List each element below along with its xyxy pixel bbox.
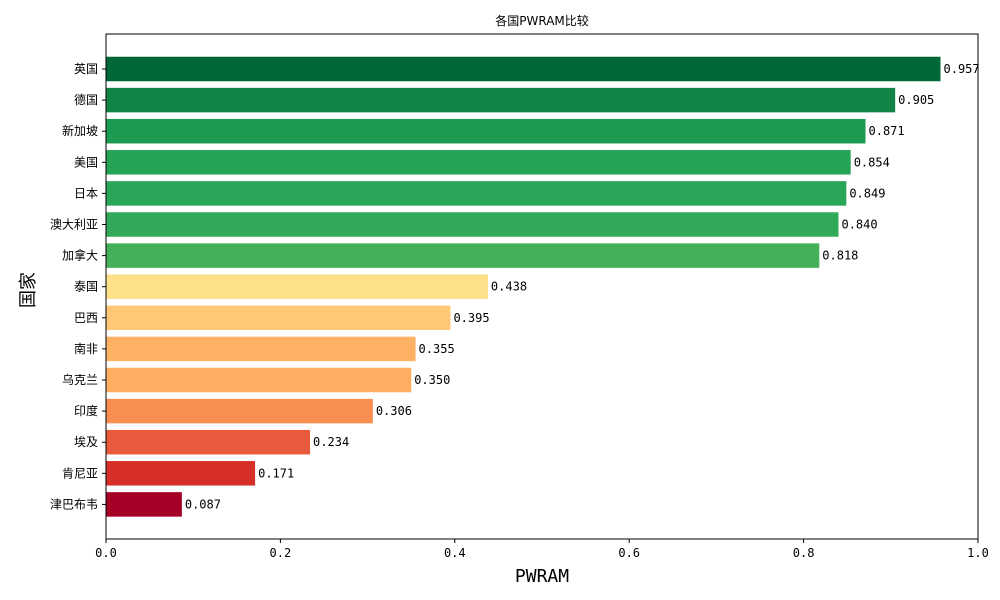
bar bbox=[106, 56, 941, 82]
x-ticks-layer: 0.0 0.2 0.4 0.6 0.8 1.0 bbox=[95, 539, 989, 560]
y-tick-label: 德国 bbox=[74, 92, 98, 107]
bar-value-label: 0.438 bbox=[491, 280, 527, 294]
chart-title: 各国PWRAM比较 bbox=[495, 13, 589, 28]
bar bbox=[106, 492, 182, 517]
bar bbox=[106, 305, 451, 331]
bar bbox=[106, 181, 847, 206]
bar-value-label: 0.395 bbox=[453, 311, 489, 325]
y-tick-label: 南非 bbox=[74, 341, 98, 356]
bar bbox=[106, 243, 820, 268]
x-tick-label: 0.4 bbox=[444, 546, 466, 560]
bar-value-label: 0.234 bbox=[313, 435, 349, 449]
value-labels-layer: 0.957 0.905 0.871 0.854 0.849 0.840 0.818 0.438… bbox=[185, 62, 980, 511]
y-tick-label: 津巴布韦 bbox=[50, 497, 98, 511]
bar bbox=[106, 118, 866, 144]
bar bbox=[106, 212, 839, 237]
x-tick-label: 0.6 bbox=[618, 546, 640, 560]
y-tick-label: 肯尼亚 bbox=[62, 466, 98, 480]
x-axis-label: PWRAM bbox=[515, 566, 569, 587]
x-tick-label: 0.2 bbox=[270, 546, 292, 560]
x-tick-label: 0.8 bbox=[793, 546, 815, 560]
bar bbox=[106, 87, 896, 113]
y-tick-label: 英国 bbox=[74, 62, 98, 76]
y-tick-label: 日本 bbox=[74, 186, 98, 200]
bar bbox=[106, 336, 416, 362]
x-tick-label: 1.0 bbox=[967, 546, 989, 560]
y-tick-label: 新加坡 bbox=[62, 123, 98, 138]
y-tick-label: 加拿大 bbox=[62, 248, 98, 263]
y-axis-label: 国家 bbox=[18, 272, 39, 308]
y-tick-label: 澳大利亚 bbox=[50, 218, 98, 232]
bar bbox=[106, 429, 311, 455]
bar bbox=[106, 398, 373, 424]
bar-value-label: 0.849 bbox=[849, 186, 885, 200]
bar-value-label: 0.957 bbox=[944, 62, 980, 76]
bar-value-label: 0.355 bbox=[419, 342, 455, 356]
y-tick-label: 巴西 bbox=[74, 311, 98, 325]
bar bbox=[106, 150, 851, 175]
bar-value-label: 0.871 bbox=[869, 124, 905, 138]
bar bbox=[106, 461, 256, 486]
bar bbox=[106, 367, 412, 393]
y-tick-label: 乌克兰 bbox=[62, 372, 98, 387]
y-tick-label: 泰国 bbox=[74, 280, 98, 294]
bar-value-label: 0.854 bbox=[854, 155, 890, 169]
bar-value-label: 0.306 bbox=[376, 404, 412, 418]
plot-frame bbox=[105, 33, 979, 540]
y-tick-label: 埃及 bbox=[74, 435, 98, 449]
bar-value-label: 0.905 bbox=[898, 93, 934, 107]
bar-value-label: 0.840 bbox=[841, 218, 877, 232]
bar-value-label: 0.350 bbox=[414, 373, 450, 387]
x-tick-label: 0.0 bbox=[95, 546, 117, 560]
bar-value-label: 0.171 bbox=[258, 466, 294, 480]
bar-value-label: 0.818 bbox=[822, 249, 858, 263]
y-tick-label: 美国 bbox=[74, 155, 98, 169]
bar-value-label: 0.087 bbox=[185, 497, 221, 511]
bar bbox=[106, 274, 488, 299]
bars-layer bbox=[106, 56, 941, 517]
y-tick-label: 印度 bbox=[74, 403, 98, 418]
